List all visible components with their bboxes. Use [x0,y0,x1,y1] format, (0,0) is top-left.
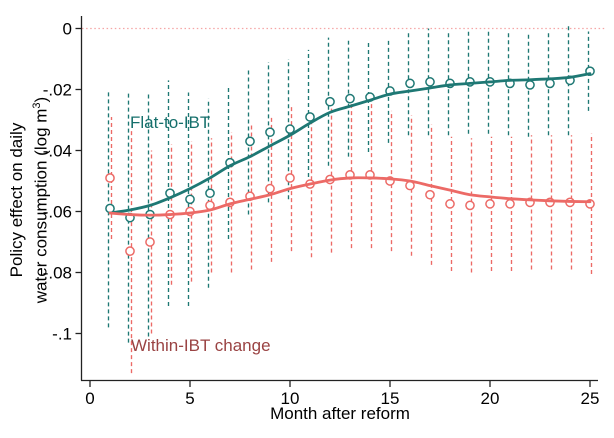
data-point-marker [245,136,255,147]
y-tick-label: 0 [63,20,72,39]
data-point-marker [345,93,355,104]
y-axis-title-line2: water consumption (log m [31,108,51,304]
tick-labels: 0 -.02 -.04 -.06 -.08 -.1 0 5 10 15 20 25 [43,20,600,409]
x-tick-label: 0 [85,389,94,408]
y-tick-label: -.1 [52,325,72,344]
data-point-marker [265,127,275,138]
series-label-flat-to-ibt: Flat-to-IBT [130,113,211,132]
x-tick-label: 5 [185,389,194,408]
data-point-marker [145,237,155,247]
data-point-marker [105,173,115,183]
y-axis-title-superscript: 3 [31,102,43,109]
tick-marks [75,27,591,387]
y-axis-title-line1: Policy effect on daily [7,122,26,278]
data-point-marker [425,77,435,87]
data-point-marker [285,124,295,134]
within-ibt-error-bars [110,101,593,374]
y-tick-label: -.08 [43,264,72,283]
flat-to-ibt-error-bars [107,25,590,343]
x-axis-title: Month after reform [270,404,410,423]
within-ibt-trend-line [108,176,592,217]
axes [80,16,598,382]
data-point-marker [445,199,455,209]
series-label-within-ibt-change: Within-IBT change [131,336,271,355]
data-point-marker [305,112,315,122]
data-point-marker [485,199,495,209]
y-tick-label: -.06 [43,203,72,222]
y-axis-title-close: ) [31,96,51,103]
data-point-marker [125,246,135,256]
y-axis-title: Policy effect on daily water consumption… [6,50,51,350]
data-point-marker [205,188,215,199]
data-point-marker [425,189,435,200]
x-tick-label: 25 [581,389,600,408]
data-point-marker [505,199,515,209]
data-point-marker [265,183,275,194]
data-point-marker [545,78,555,89]
x-tick-label: 10 [281,389,300,408]
y-tick-label: -.04 [43,142,72,161]
y-tick-label: -.02 [43,81,72,100]
data-point-marker [465,200,475,211]
data-point-marker [405,78,415,89]
x-tick-label: 15 [381,389,400,408]
data-point-marker [325,96,335,107]
data-point-marker [525,80,535,90]
flat-to-ibt-trend-line [108,72,592,215]
x-tick-label: 20 [481,389,500,408]
data-point-marker [185,194,195,205]
data-point-marker [285,173,295,183]
